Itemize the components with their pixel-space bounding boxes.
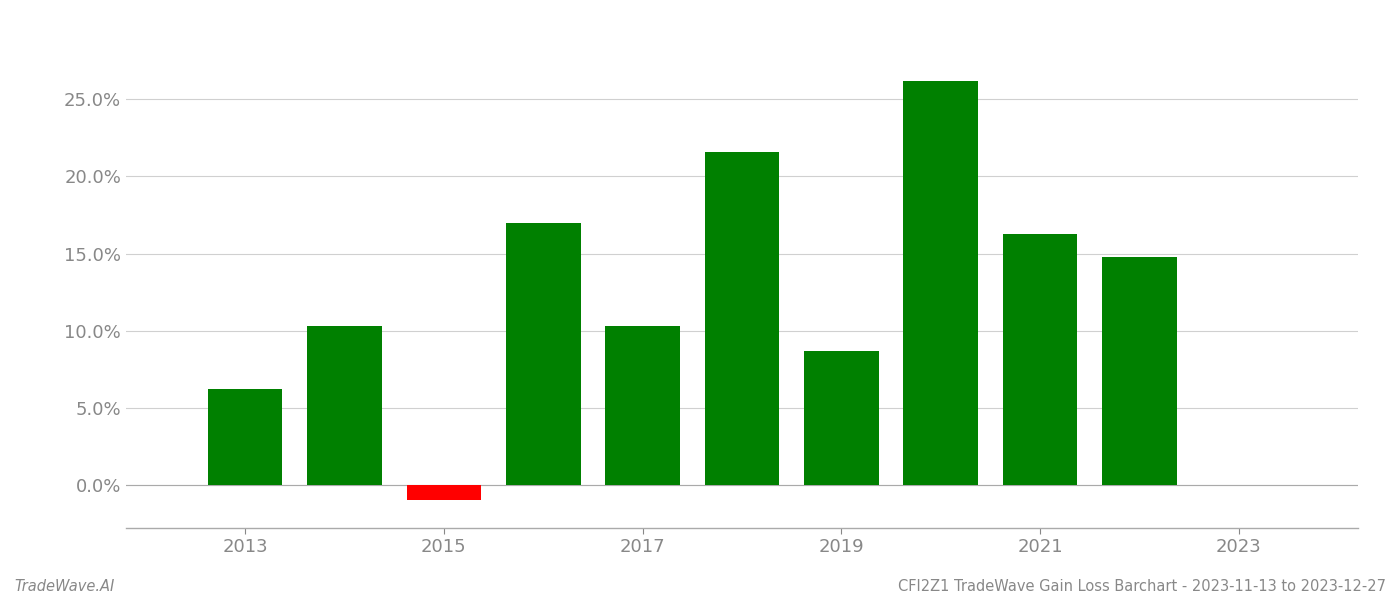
Bar xyxy=(406,485,482,500)
Bar xyxy=(903,81,979,485)
Bar xyxy=(1002,233,1078,485)
Text: TradeWave.AI: TradeWave.AI xyxy=(14,579,115,594)
Bar xyxy=(505,223,581,485)
Bar xyxy=(1102,257,1176,485)
Bar xyxy=(704,152,780,485)
Bar xyxy=(804,350,879,485)
Bar xyxy=(605,326,680,485)
Bar xyxy=(209,389,283,485)
Text: CFI2Z1 TradeWave Gain Loss Barchart - 2023-11-13 to 2023-12-27: CFI2Z1 TradeWave Gain Loss Barchart - 20… xyxy=(897,579,1386,594)
Bar xyxy=(308,326,382,485)
